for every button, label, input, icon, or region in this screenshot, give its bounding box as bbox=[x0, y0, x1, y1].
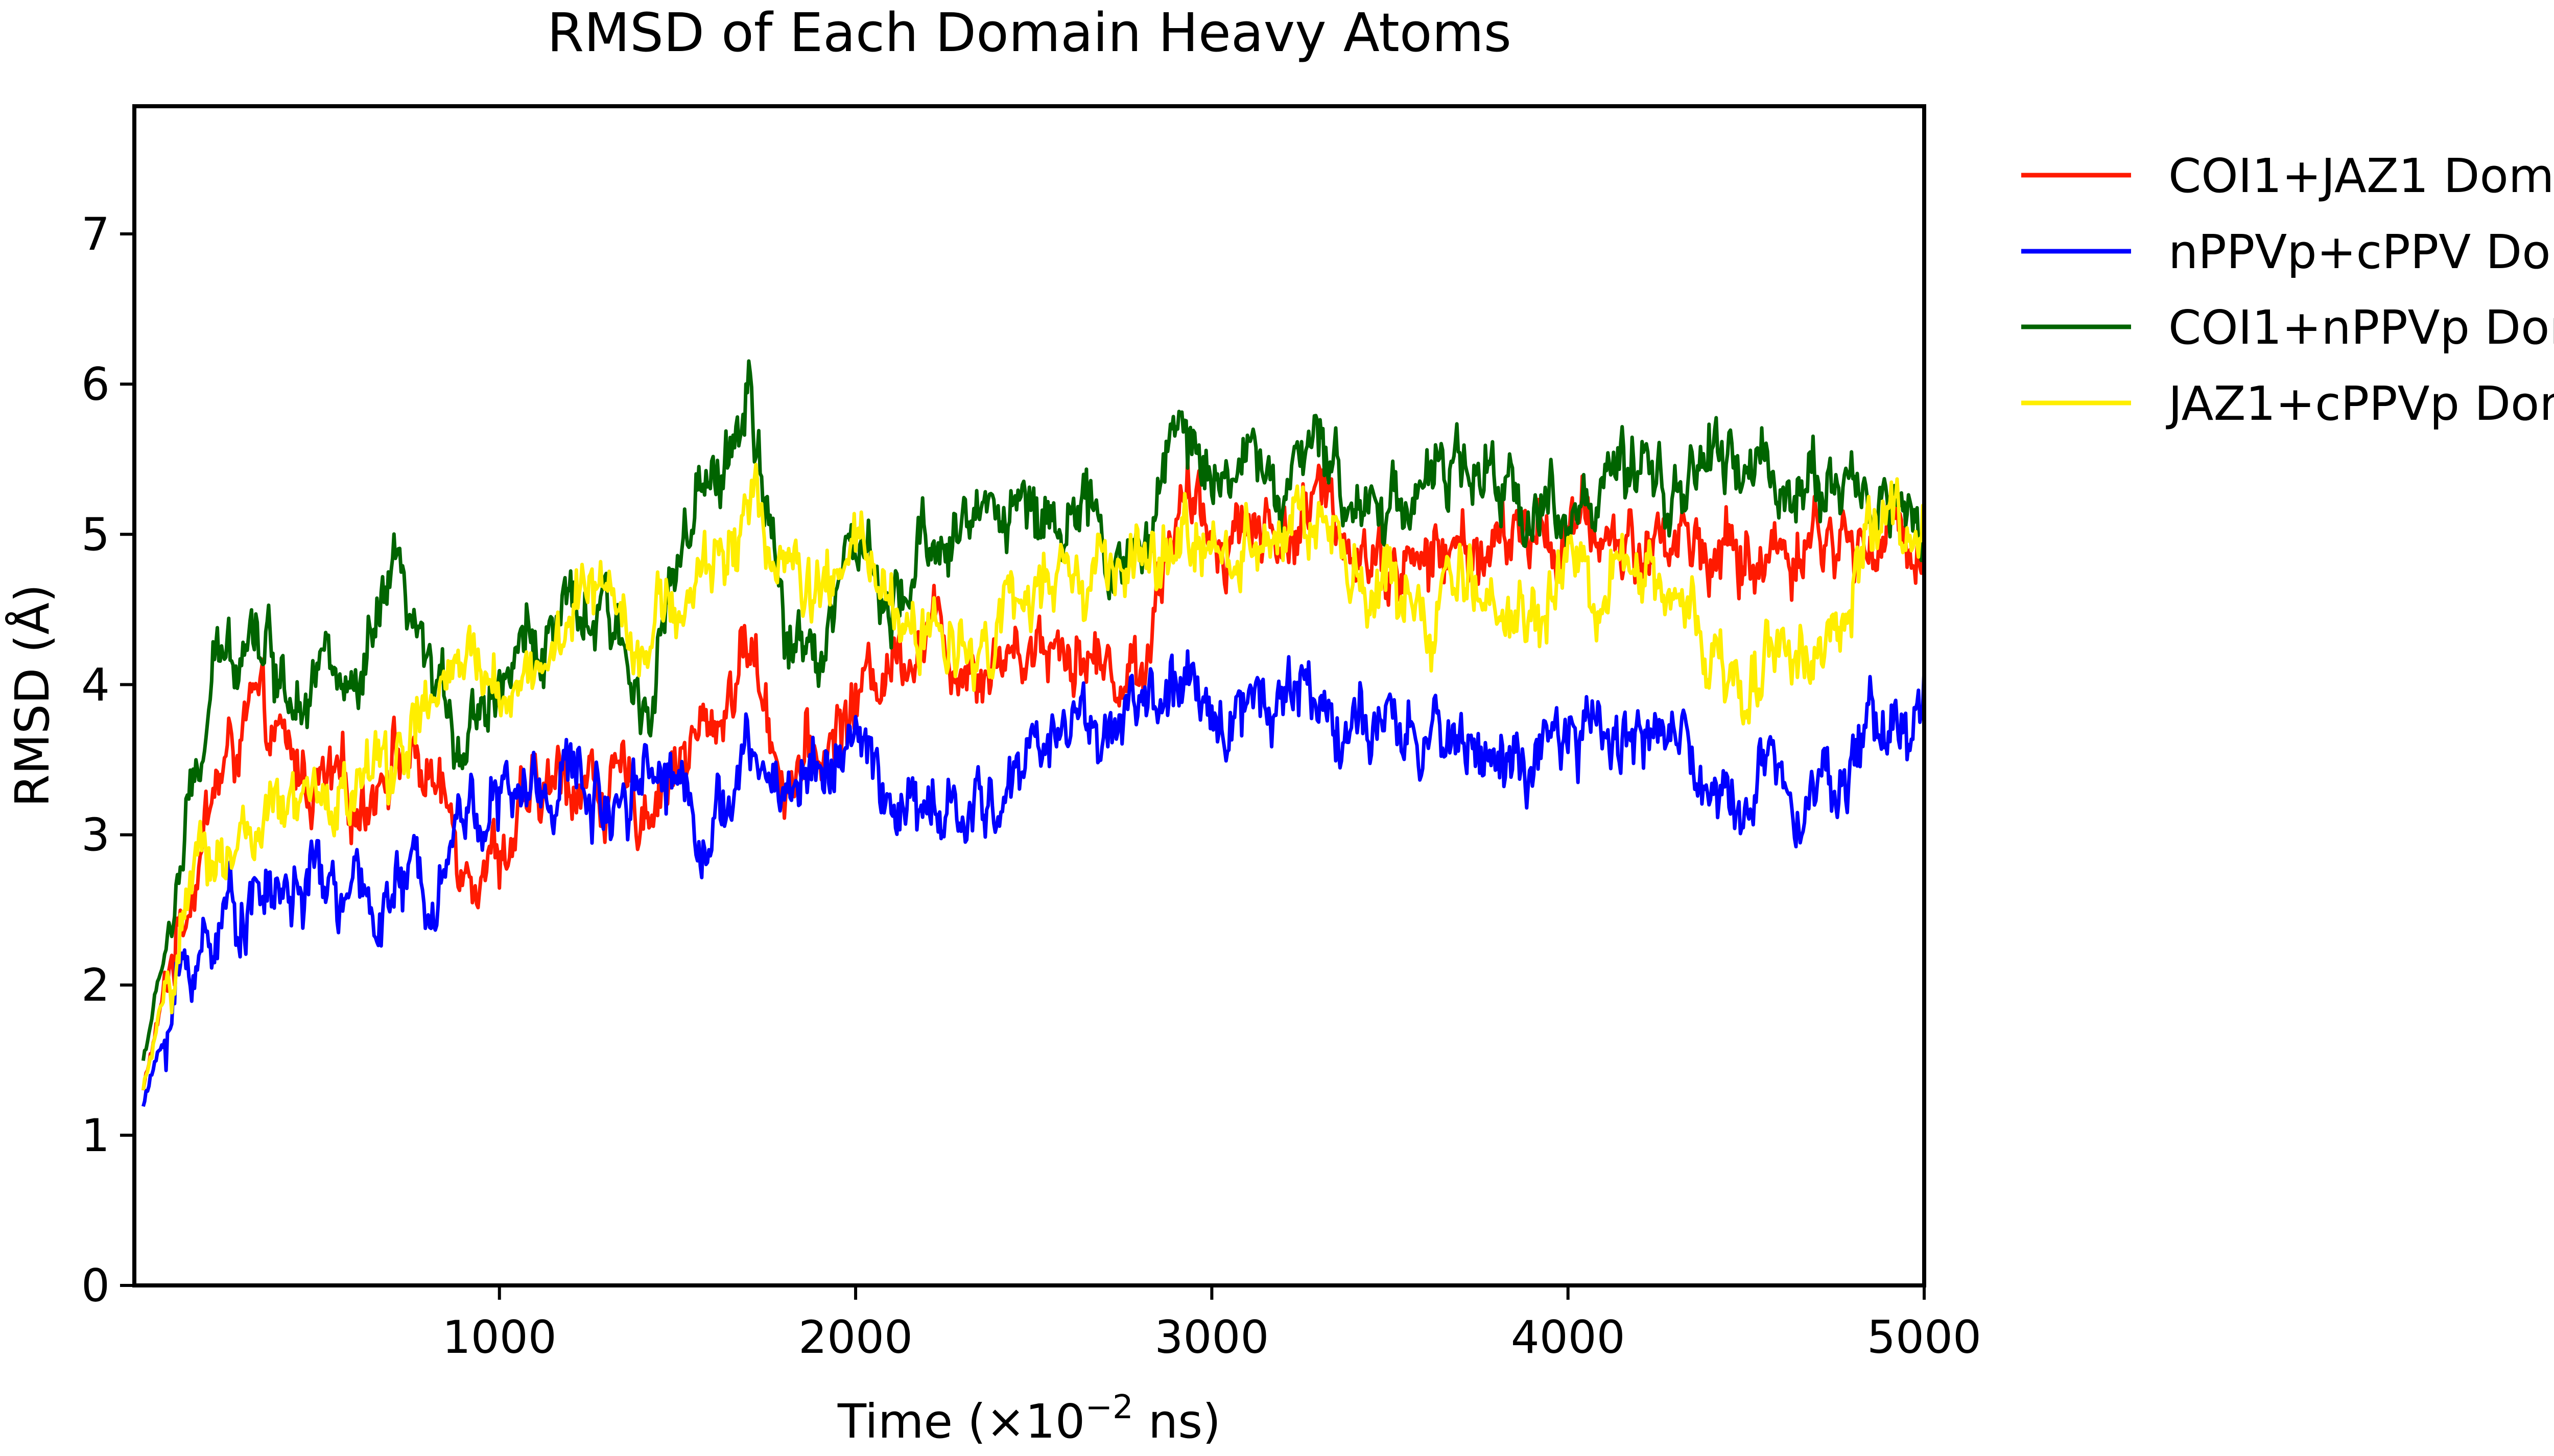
y-axis: 0 1 2 3 4 5 6 7 bbox=[81, 208, 134, 1312]
legend-item: COI1+nPPVp Domains bbox=[2021, 300, 2554, 355]
x-tick-label: 2000 bbox=[798, 1311, 913, 1364]
y-tick-label: 3 bbox=[81, 809, 110, 862]
plot-series bbox=[141, 359, 1926, 1107]
y-tick-label: 5 bbox=[81, 508, 110, 561]
series-line-1 bbox=[141, 458, 1925, 1091]
x-axis: 1000 2000 3000 4000 5000 bbox=[442, 1285, 1981, 1364]
legend-label: COI1+JAZ1 Domains bbox=[2168, 149, 2554, 203]
plot-frame bbox=[132, 104, 1926, 1287]
y-tick-label: 7 bbox=[81, 208, 110, 260]
x-tick-label: 5000 bbox=[1867, 1311, 1981, 1364]
series-line-4 bbox=[141, 463, 1926, 1090]
legend-item: JAZ1+cPPVp Domains bbox=[2021, 376, 2554, 431]
chart-title: RMSD of Each Domain Heavy Atoms bbox=[547, 2, 1511, 64]
y-tick-label: 0 bbox=[81, 1259, 110, 1312]
legend-label: COI1+nPPVp Domains bbox=[2168, 300, 2554, 355]
legend: COI1+JAZ1 Domains nPPVp+cPPV Domains COI1+… bbox=[2021, 149, 2554, 431]
legend-item: COI1+JAZ1 Domains bbox=[2021, 149, 2554, 203]
series-line-3 bbox=[141, 359, 1926, 1061]
y-axis-label: RMSD (Å) bbox=[5, 584, 60, 807]
y-tick-label: 4 bbox=[81, 658, 110, 711]
x-tick-label: 3000 bbox=[1154, 1311, 1269, 1364]
x-tick-label: 4000 bbox=[1511, 1311, 1625, 1364]
y-tick-label: 2 bbox=[81, 959, 110, 1012]
x-tick-label: 1000 bbox=[442, 1311, 557, 1364]
legend-label: JAZ1+cPPVp Domains bbox=[2166, 376, 2554, 431]
y-tick-label: 1 bbox=[81, 1109, 110, 1162]
legend-label: nPPVp+cPPV Domains bbox=[2168, 225, 2554, 279]
x-axis-label: Time (×10−2 ns) bbox=[837, 1389, 1221, 1449]
series-line-2 bbox=[141, 649, 1926, 1107]
y-tick-label: 6 bbox=[81, 358, 110, 411]
legend-item: nPPVp+cPPV Domains bbox=[2021, 225, 2554, 279]
